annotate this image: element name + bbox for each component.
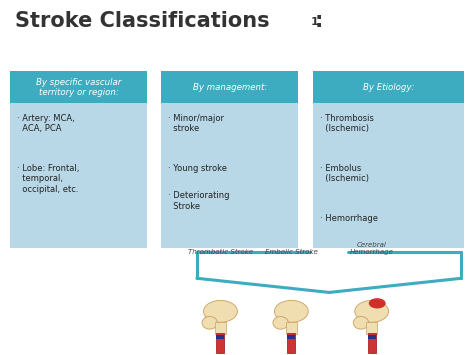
Ellipse shape [273,317,288,329]
Bar [287,333,295,353]
Text: · Thrombosis
  (Ischemic): · Thrombosis (Ischemic) [319,114,374,133]
Text: Embolic Stroke: Embolic Stroke [265,249,318,255]
Text: · Deteriorating
  Stroke: · Deteriorating Stroke [168,191,230,211]
Bar [215,322,226,334]
Text: :: : [315,11,323,31]
FancyBboxPatch shape [161,71,299,248]
Bar [368,335,376,339]
Text: · Artery: MCA,
  ACA, PCA: · Artery: MCA, ACA, PCA [17,114,75,133]
Text: Cerebral
Hemorrhage: Cerebral Hemorrhage [350,242,393,255]
Text: By Etiology:: By Etiology: [363,83,414,92]
Text: · Hemorrhage: · Hemorrhage [319,214,378,223]
FancyBboxPatch shape [161,71,299,103]
Ellipse shape [203,300,237,322]
Ellipse shape [353,317,369,329]
Ellipse shape [369,298,386,308]
Text: 1: 1 [310,17,318,27]
FancyBboxPatch shape [313,71,464,248]
Ellipse shape [202,317,218,329]
Ellipse shape [355,300,389,322]
Text: · Minor/major
  stroke: · Minor/major stroke [168,114,225,133]
Bar [366,322,377,334]
Text: · Lobe: Frontal,
  temporal,
  occipital, etc.: · Lobe: Frontal, temporal, occipital, et… [17,164,80,193]
Bar [217,333,225,353]
Bar [287,335,295,339]
Text: By management:: By management: [193,83,267,92]
Text: Thrombotic Stroke: Thrombotic Stroke [188,249,253,255]
Text: · Embolus
  (Ischemic): · Embolus (Ischemic) [319,164,369,183]
Ellipse shape [274,300,308,322]
Bar [368,333,376,353]
Text: Stroke Classifications: Stroke Classifications [15,11,270,31]
FancyBboxPatch shape [313,71,464,103]
Text: · Young stroke: · Young stroke [168,164,228,173]
Text: By specific vascular
territory or region:: By specific vascular territory or region… [36,78,121,97]
FancyBboxPatch shape [10,71,147,103]
FancyBboxPatch shape [10,71,147,248]
Bar [217,335,225,339]
Bar [286,322,297,334]
